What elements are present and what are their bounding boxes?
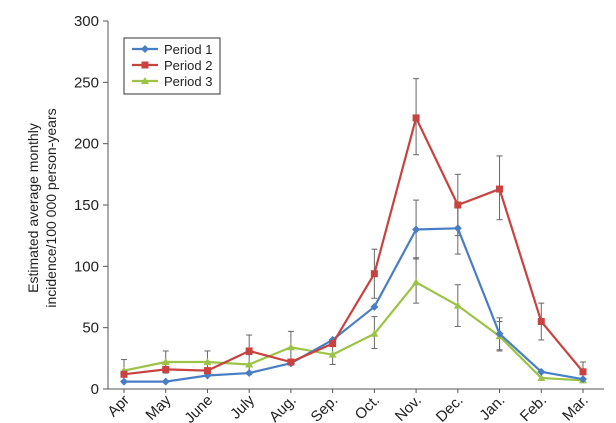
y-tick-label: 50: [82, 320, 99, 337]
data-point: [537, 367, 546, 376]
data-point: [370, 270, 378, 278]
series-lines: [120, 114, 587, 386]
legend-marker: [141, 45, 149, 53]
legend-marker: [141, 77, 149, 84]
legend-marker: [141, 61, 149, 69]
x-tick-label: Apr: [104, 392, 133, 421]
y-axis-title: Estimated average monthly incidence/100 …: [25, 108, 59, 307]
data-point: [412, 225, 421, 234]
data-point: [120, 370, 128, 378]
data-point: [245, 347, 253, 355]
data-point: [203, 358, 212, 366]
data-point: [412, 114, 420, 122]
y-axis-title-line2: incidence/100 000 person-years: [43, 108, 59, 307]
legend-label: Period 2: [164, 58, 212, 73]
data-point: [537, 373, 546, 381]
data-point: [453, 224, 462, 233]
y-tick-label: 300: [74, 13, 99, 30]
data-point: [328, 350, 337, 358]
data-point: [245, 360, 254, 368]
data-point: [537, 318, 545, 326]
x-tick-label: Aug.: [266, 392, 300, 423]
x-tick-label: May: [142, 391, 174, 423]
y-tick-label: 100: [74, 258, 99, 275]
data-point: [245, 369, 254, 378]
series-line: [124, 227, 584, 383]
x-tick-label: Mar.: [559, 392, 592, 423]
x-tick-label: Dec.: [433, 392, 467, 423]
x-tick-label: Oct.: [352, 392, 383, 423]
x-tick-label: June: [181, 392, 216, 423]
data-point: [161, 377, 170, 386]
y-tick-label: 250: [74, 74, 99, 91]
data-point: [496, 185, 504, 193]
data-point: [203, 367, 211, 375]
x-tick-label: July: [227, 391, 258, 422]
error-bars: [121, 78, 586, 383]
data-point: [161, 358, 170, 366]
y-axis-title-line1: Estimated average monthly: [25, 123, 41, 293]
data-point: [162, 365, 170, 373]
data-point: [412, 278, 421, 286]
x-tick-label: Nov.: [392, 392, 425, 423]
data-point: [329, 340, 337, 348]
data-point: [579, 375, 587, 384]
x-tick-label: Feb.: [517, 392, 550, 423]
data-point: [370, 302, 379, 311]
x-tick-label: Jan.: [476, 392, 508, 423]
legend-label: Period 3: [164, 74, 212, 89]
series-line: [123, 116, 584, 376]
y-tick-label: 200: [74, 136, 99, 153]
data-point: [120, 377, 128, 386]
y-tick-label: 150: [74, 197, 99, 214]
series-line: [123, 281, 584, 382]
data-point: [287, 358, 295, 366]
data-point: [454, 201, 462, 209]
data-point: [579, 368, 587, 376]
x-tick-label: Sep.: [308, 392, 342, 423]
data-point: [453, 301, 462, 309]
y-tick-label: 0: [91, 381, 99, 398]
data-point: [286, 343, 295, 351]
legend-label: Period 1: [164, 42, 212, 57]
data-point: [495, 329, 504, 338]
data-point: [370, 329, 379, 337]
